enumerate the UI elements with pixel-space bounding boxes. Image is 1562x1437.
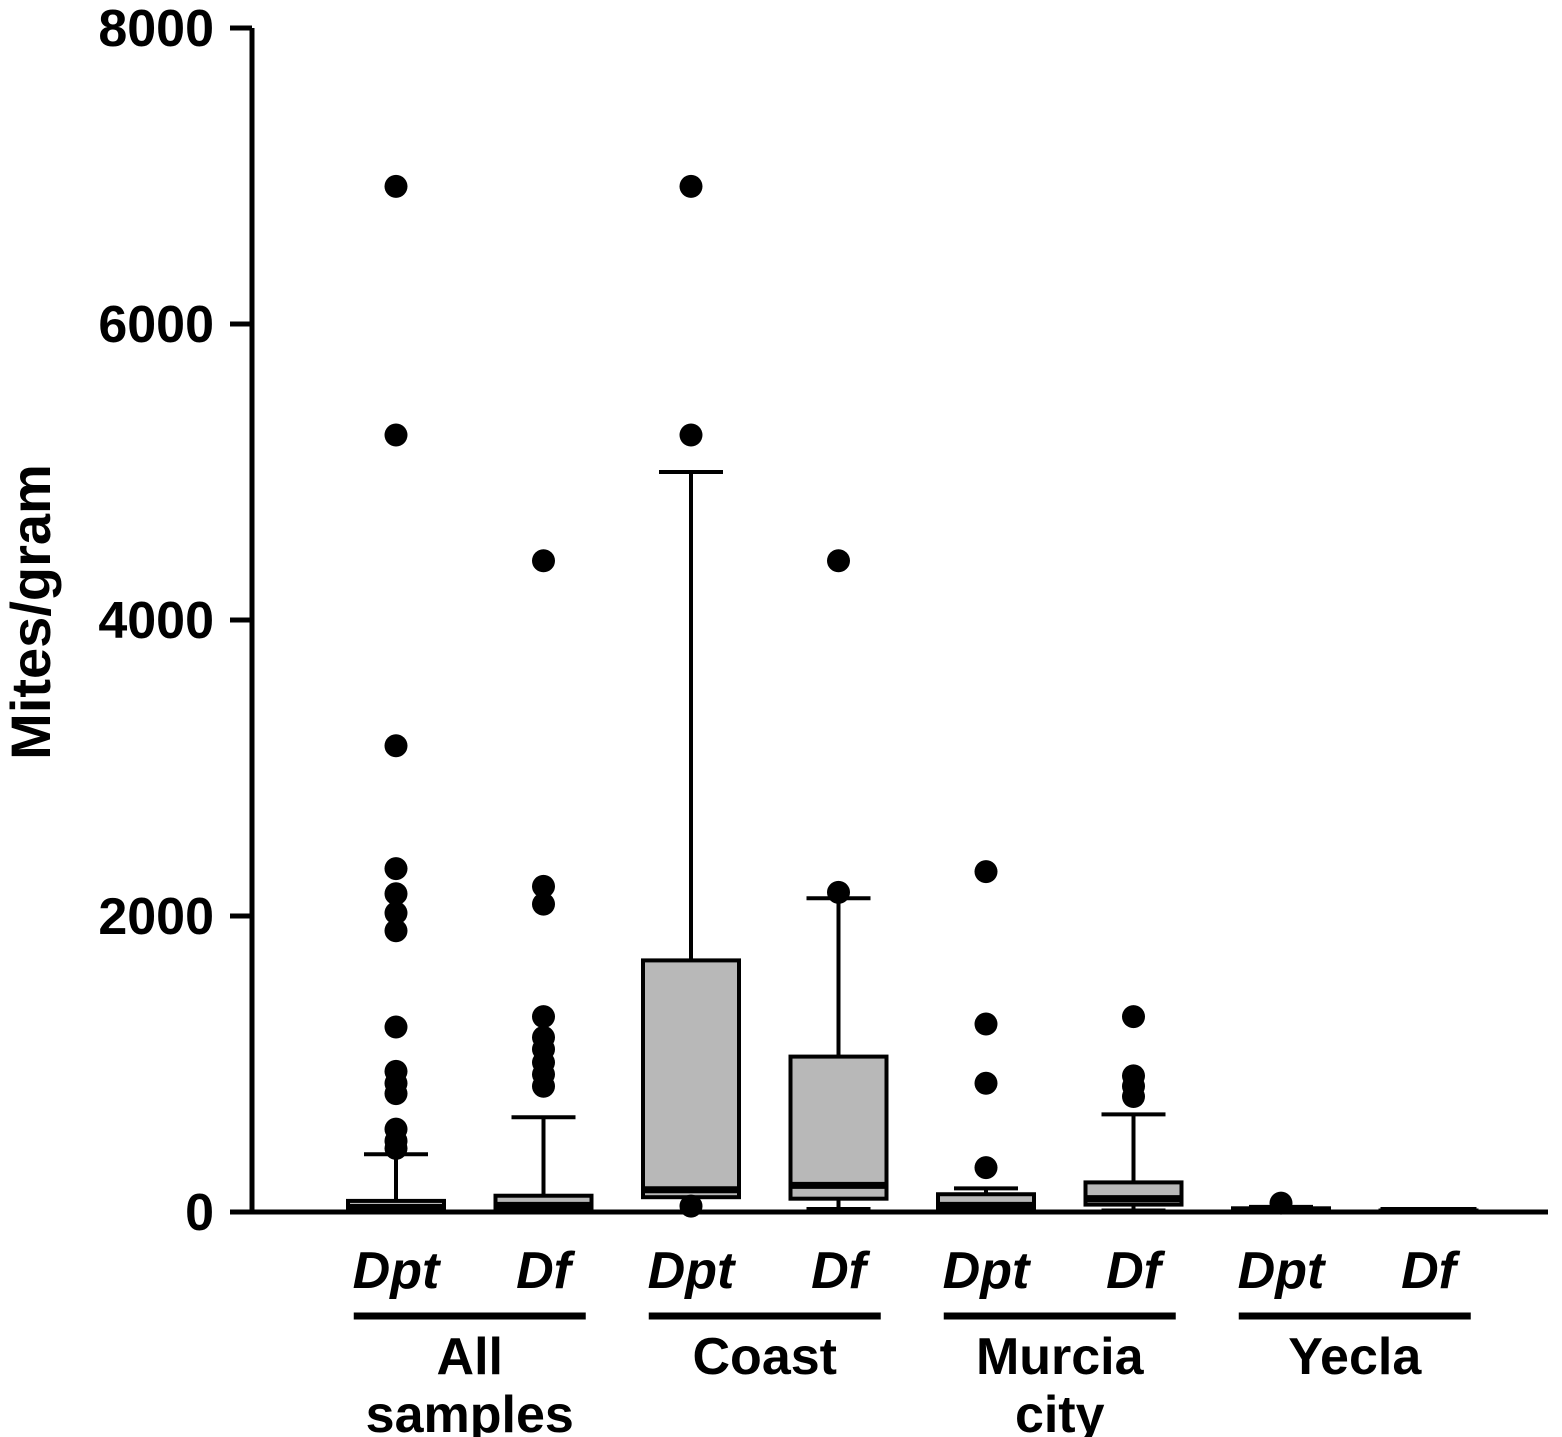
outlier-point: [384, 423, 408, 447]
group-label: Murcia: [976, 1328, 1145, 1386]
outlier-point: [679, 1194, 703, 1218]
outlier-point: [384, 1117, 408, 1141]
outlier-point: [532, 1005, 555, 1029]
boxplot-box: [788, 1054, 889, 1201]
outlier-point: [1122, 1005, 1145, 1029]
outlier-point: [827, 880, 850, 904]
boxplot-box: [641, 958, 741, 1200]
outlier-point: [384, 919, 408, 943]
series-label: Df: [516, 1242, 576, 1300]
outlier-point: [532, 874, 555, 898]
y-tick-label: 0: [185, 1184, 214, 1242]
y-tick-label: 6000: [98, 296, 214, 354]
group-label: city: [1015, 1386, 1105, 1437]
outlier-point: [384, 734, 408, 758]
series-label: Dpt: [1238, 1242, 1327, 1300]
outlier-point: [384, 882, 408, 906]
outlier-point: [679, 423, 703, 447]
y-axis-title: Mites/gram: [0, 464, 62, 760]
outlier-point: [1122, 1064, 1145, 1088]
y-tick-label: 2000: [98, 888, 214, 946]
series-label: Dpt: [648, 1242, 737, 1300]
outlier-point: [532, 549, 555, 573]
outlier-point: [974, 860, 998, 884]
group-label: All: [437, 1328, 503, 1386]
outlier-point: [384, 1015, 408, 1039]
series-label: Dpt: [943, 1242, 1032, 1300]
outlier-point: [532, 1025, 555, 1049]
series-label: Df: [1401, 1242, 1461, 1300]
series-label: Dpt: [353, 1242, 442, 1300]
series-label: Df: [1106, 1242, 1166, 1300]
outlier-point: [384, 857, 408, 881]
outlier-point: [974, 1156, 998, 1180]
group-label: Coast: [693, 1328, 837, 1386]
series-label: Df: [811, 1242, 871, 1300]
group-label: samples: [366, 1386, 574, 1437]
outlier-point: [384, 901, 408, 925]
outlier-point: [1269, 1191, 1293, 1215]
outlier-point: [532, 892, 555, 916]
outlier-point: [384, 1059, 408, 1083]
outlier-point: [679, 174, 703, 198]
outlier-point: [974, 1012, 998, 1036]
y-tick-label: 8000: [98, 0, 214, 58]
outlier-point: [974, 1071, 998, 1095]
y-tick-label: 4000: [98, 592, 214, 650]
outlier-point: [827, 549, 850, 573]
outlier-point: [384, 174, 408, 198]
group-label: Yecla: [1288, 1328, 1422, 1386]
